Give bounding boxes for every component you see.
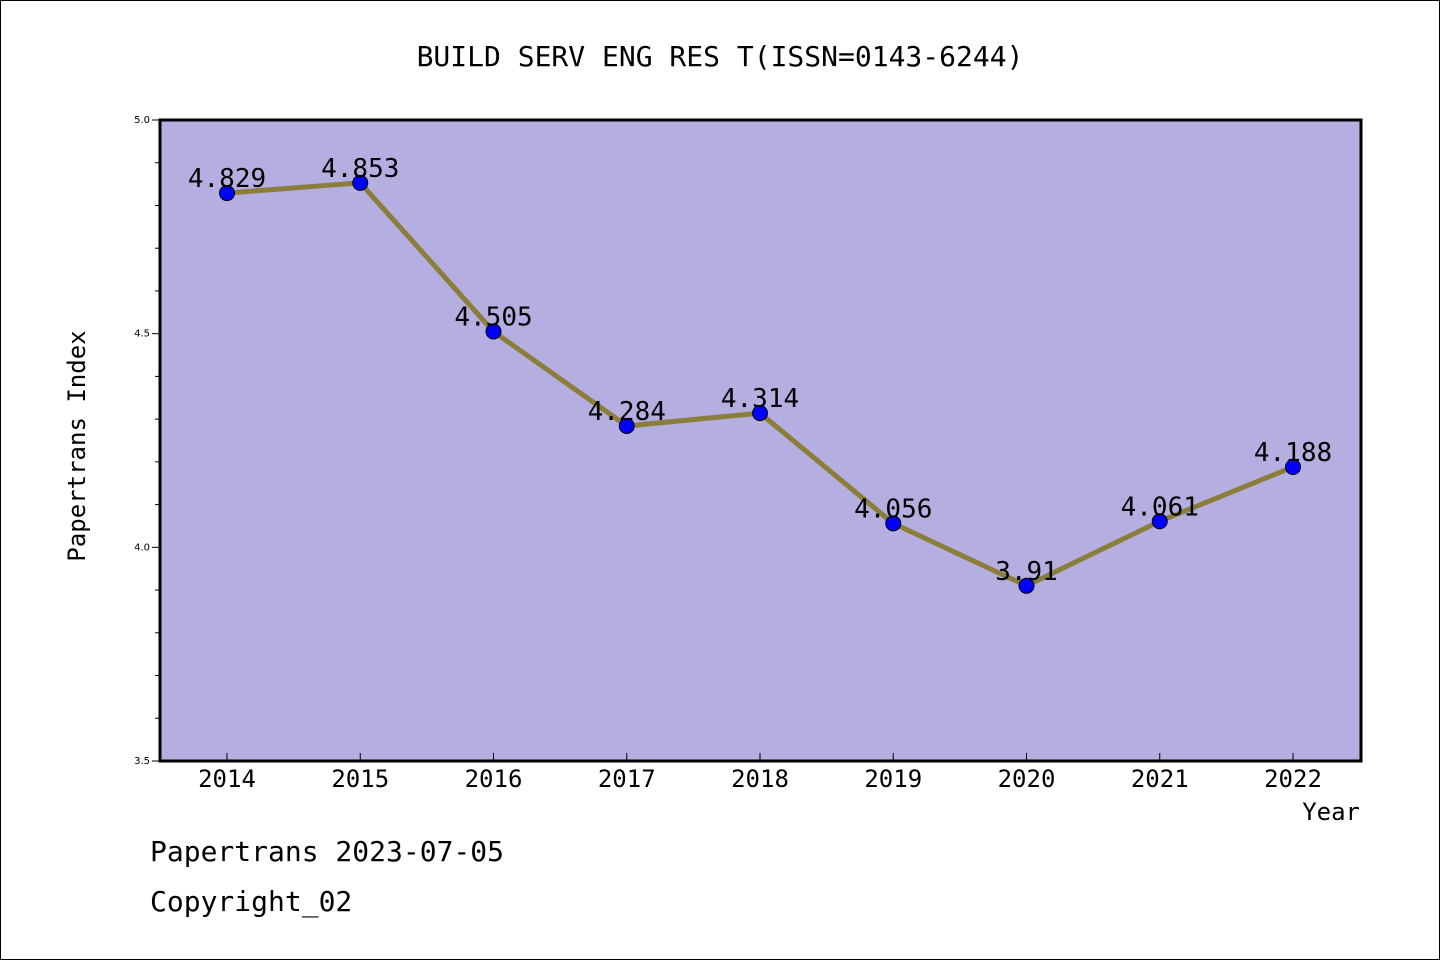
data-point bbox=[352, 174, 369, 191]
footer-date: Papertrans 2023-07-05 bbox=[150, 835, 505, 868]
footer-copyright: Copyright_02 bbox=[150, 885, 353, 918]
y-tick-label: 4.5 bbox=[134, 329, 150, 340]
data-label: 4.284 bbox=[588, 397, 666, 427]
data-point bbox=[752, 405, 768, 422]
series-line-group: 4.829 4.853 4.505 4.284 4.314 4.056 3.91 4.061 4… bbox=[188, 154, 1332, 594]
x-axis-label: Year bbox=[1302, 798, 1360, 826]
data-label: 4.061 bbox=[1121, 492, 1199, 522]
y-tick-label: 5.0 bbox=[134, 115, 150, 126]
data-label: 3.91 bbox=[995, 557, 1058, 587]
x-tick-label: 2019 bbox=[864, 765, 922, 793]
x-tick-label: 2016 bbox=[465, 765, 523, 793]
data-label: 4.505 bbox=[454, 303, 532, 333]
x-tick-label: 2017 bbox=[598, 765, 656, 793]
data-label: 4.829 bbox=[188, 164, 266, 194]
data-point bbox=[219, 185, 235, 202]
data-point bbox=[618, 417, 635, 434]
y-tick-label: 4.0 bbox=[134, 542, 150, 553]
y-tick-label: 3.5 bbox=[134, 756, 150, 767]
x-tick-label: 2015 bbox=[331, 765, 389, 793]
chart-title: BUILD SERV ENG RES T(ISSN=0143-6244) bbox=[417, 40, 1024, 73]
data-point bbox=[485, 323, 502, 340]
data-point bbox=[885, 515, 902, 532]
data-label: 4.853 bbox=[321, 154, 399, 184]
data-label: 4.056 bbox=[854, 494, 932, 524]
x-tick-label: 2021 bbox=[1131, 765, 1189, 793]
data-point bbox=[1151, 513, 1168, 530]
data-label: 4.314 bbox=[721, 384, 799, 414]
plot-area bbox=[158, 118, 1363, 763]
x-tick-label: 2022 bbox=[1264, 765, 1322, 793]
x-tick-label: 2020 bbox=[998, 765, 1056, 793]
data-point bbox=[1285, 458, 1301, 475]
x-tick-label: 2014 bbox=[198, 765, 256, 793]
x-tick-label: 2018 bbox=[731, 765, 789, 793]
data-label: 4.188 bbox=[1254, 438, 1332, 468]
data-point bbox=[1018, 577, 1035, 594]
x-axis: 2014 2015 2016 2017 2018 2019 2020 2021 2022 bbox=[198, 753, 1322, 793]
y-axis: 3.5 4.0 4.5 5.0 bbox=[134, 115, 160, 767]
y-axis-label: Papertrans Index bbox=[63, 330, 91, 561]
